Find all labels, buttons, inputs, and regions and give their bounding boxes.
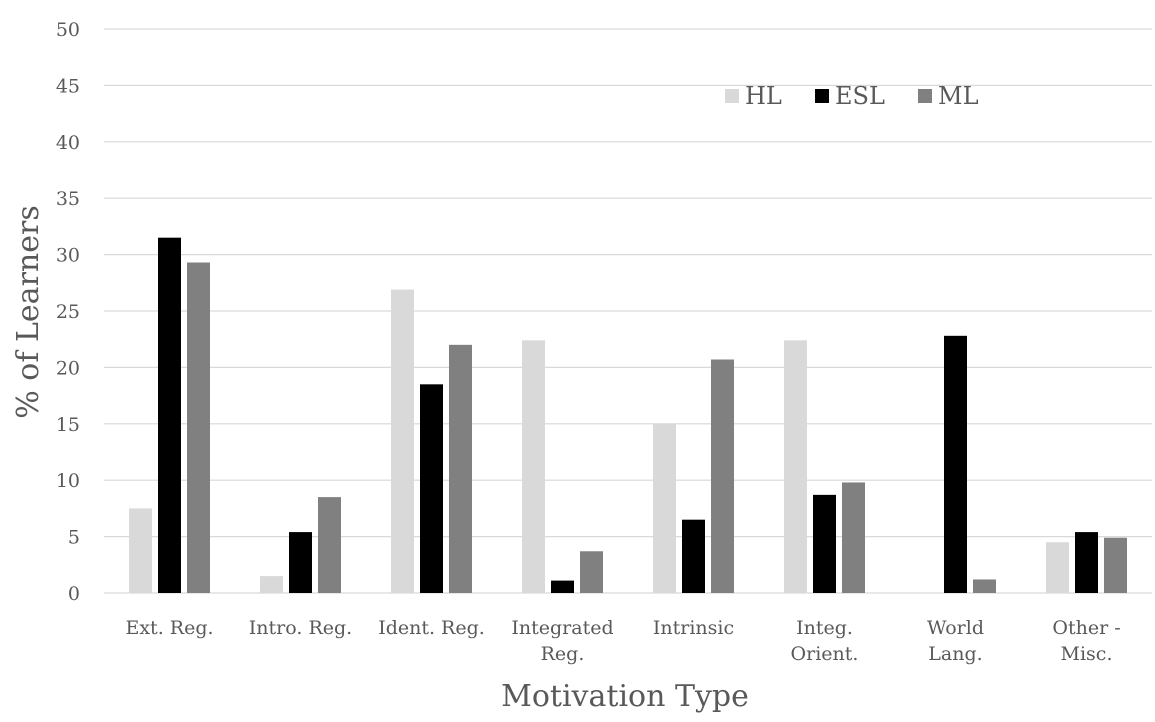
gridlines xyxy=(104,28,1152,594)
x-category-label: World xyxy=(927,617,984,639)
bar-ml-1 xyxy=(318,497,341,593)
bar-ml-7 xyxy=(1104,537,1127,593)
legend-swatch-esl xyxy=(815,89,829,103)
bar-ml-5 xyxy=(842,482,865,593)
bar-hl-0 xyxy=(129,508,152,593)
bar-ml-3 xyxy=(580,551,603,593)
bar-esl-7 xyxy=(1075,532,1098,593)
bar-esl-6 xyxy=(944,335,967,593)
bar-hl-1 xyxy=(260,576,283,593)
y-tick-label: 25 xyxy=(56,301,80,323)
y-axis-title: % of Learners xyxy=(11,205,46,418)
bar-esl-3 xyxy=(551,580,574,593)
y-tick-label: 45 xyxy=(56,75,80,97)
y-tick-label: 10 xyxy=(56,470,80,492)
bar-hl-3 xyxy=(522,340,545,593)
x-category-label: Integrated xyxy=(511,617,613,639)
x-category-label: Ext. Reg. xyxy=(125,617,213,639)
bar-hl-2 xyxy=(391,289,414,593)
bar-esl-5 xyxy=(813,494,836,593)
bar-esl-4 xyxy=(682,519,705,593)
bar-ml-6 xyxy=(973,579,996,593)
x-category-label: Reg. xyxy=(541,643,585,665)
x-category-label: Ident. Reg. xyxy=(378,617,485,639)
x-category-label: Intrinsic xyxy=(653,617,734,639)
bar-ml-2 xyxy=(449,344,472,593)
legend-label-ml: ML xyxy=(938,82,979,110)
x-category-label: Other - xyxy=(1052,617,1120,639)
y-tick-label: 0 xyxy=(68,583,80,605)
bar-hl-7 xyxy=(1046,542,1069,593)
bar-hl-4 xyxy=(653,423,676,593)
y-tick-label: 50 xyxy=(56,19,80,41)
x-category-label: Lang. xyxy=(928,643,982,665)
y-tick-label: 40 xyxy=(56,132,80,154)
x-category-label: Integ. xyxy=(796,617,853,639)
y-tick-label: 30 xyxy=(56,245,80,267)
bar-ml-4 xyxy=(711,359,734,593)
legend-swatch-ml xyxy=(918,89,932,103)
x-category-label: Misc. xyxy=(1061,643,1113,665)
bar-hl-5 xyxy=(784,340,807,593)
y-tick-label: 5 xyxy=(68,527,80,549)
bar-esl-0 xyxy=(158,237,181,593)
bars xyxy=(129,237,1127,593)
x-axis-title: Motivation Type xyxy=(501,679,749,714)
legend-label-esl: ESL xyxy=(835,82,885,110)
x-axis-categories: Ext. Reg. Intro. Reg. Ident. Reg. Integrate… xyxy=(125,617,1120,665)
legend: HL ESL ML xyxy=(725,82,979,110)
bar-ml-0 xyxy=(187,262,210,593)
legend-swatch-hl xyxy=(725,89,739,103)
y-tick-label: 15 xyxy=(56,414,80,436)
x-category-label: Intro. Reg. xyxy=(249,617,352,639)
y-axis-ticks: 0 5 10 15 20 25 30 35 40 45 50 xyxy=(56,19,80,605)
y-tick-label: 20 xyxy=(56,357,80,379)
bar-esl-2 xyxy=(420,384,443,593)
legend-label-hl: HL xyxy=(745,82,782,110)
y-tick-label: 35 xyxy=(56,188,80,210)
bar-esl-1 xyxy=(289,532,312,593)
x-category-label: Orient. xyxy=(791,643,859,665)
